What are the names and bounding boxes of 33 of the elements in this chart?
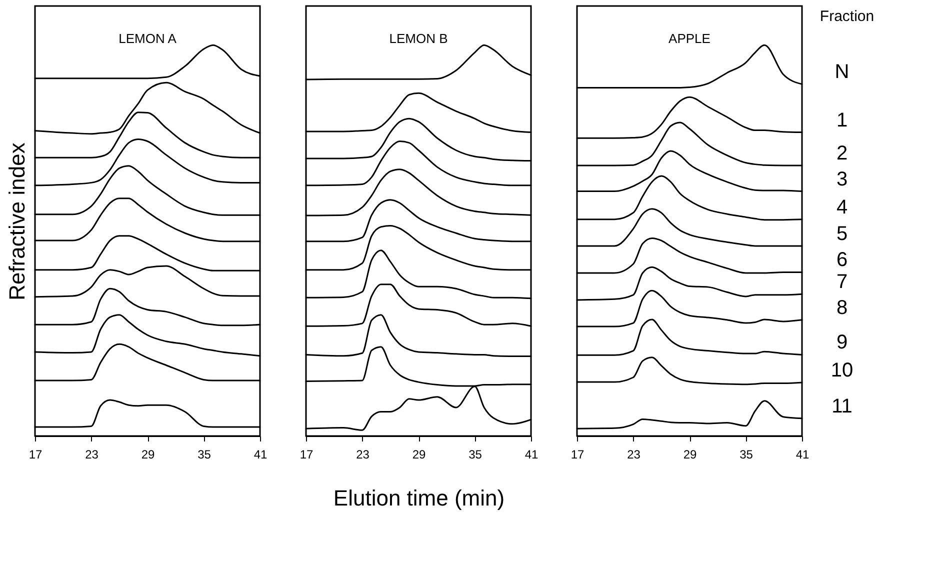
x-tick-label: 41 xyxy=(796,448,810,462)
series-label: 6 xyxy=(836,249,848,272)
x-tick-label: 23 xyxy=(356,448,370,462)
x-tick-label: 35 xyxy=(198,448,212,462)
x-tick-label: 35 xyxy=(740,448,754,462)
x-tick-label: 17 xyxy=(300,448,314,462)
x-tick-label: 23 xyxy=(85,448,99,462)
x-tick-label: 41 xyxy=(254,448,268,462)
series-label: 7 xyxy=(836,271,848,294)
x-tick-label: 35 xyxy=(468,448,482,462)
series-label: N xyxy=(834,61,850,84)
series-label: 9 xyxy=(836,332,848,354)
x-tick-label: 17 xyxy=(570,448,584,462)
x-tick-label: 23 xyxy=(627,448,641,462)
series-label: 3 xyxy=(836,168,848,190)
y-axis-title: Refractive index xyxy=(4,142,30,300)
x-tick-label: 17 xyxy=(28,448,42,462)
x-tick-label: 29 xyxy=(141,448,155,462)
series-label: 8 xyxy=(836,296,848,319)
series-label: 4 xyxy=(836,196,848,218)
x-axis-title: Elution time (min) xyxy=(333,486,505,510)
chart-title: LEMON A xyxy=(118,31,177,46)
series-label: 1 xyxy=(836,109,848,132)
chart-title: APPLE xyxy=(668,31,711,46)
x-tick-label: 29 xyxy=(683,448,697,462)
x-tick-label: 41 xyxy=(524,448,538,462)
chart-title: LEMON B xyxy=(389,31,448,46)
x-tick-label: 29 xyxy=(412,448,426,462)
legend-title: Fraction xyxy=(820,8,874,25)
series-label: 2 xyxy=(836,142,848,164)
series-label: 10 xyxy=(830,359,854,382)
series-label: 11 xyxy=(832,395,852,418)
series-label: 5 xyxy=(836,223,848,246)
